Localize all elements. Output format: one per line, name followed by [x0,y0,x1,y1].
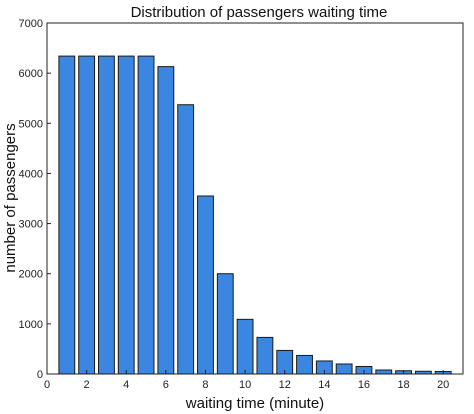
y-tick-label: 2000 [19,269,43,281]
bar-8 [197,195,214,375]
chart-title: Distribution of passengers waiting time [131,4,388,21]
bar-9 [216,273,234,375]
y-tick-label: 7000 [19,18,43,30]
bar-7 [177,104,195,375]
y-axis-ticks: 0 1000 2000 3000 4000 5000 6000 7000 [19,18,51,381]
x-tick-label: 14 [318,379,330,391]
x-tick-label: 6 [163,379,169,391]
x-tick-label: 20 [437,379,449,391]
plot-area [46,22,464,375]
x-tick-label: 18 [397,379,409,391]
bar-17 [375,369,393,375]
bar-3 [98,55,115,375]
y-tick-label: 3000 [19,219,43,231]
y-tick-label: 0 [37,369,43,381]
x-tick-label: 2 [84,379,90,391]
x-tick-label: 16 [358,379,370,391]
bar-10 [236,318,254,375]
x-axis-label: waiting time (minute) [185,395,324,412]
bar-19 [414,370,432,375]
bar-13 [296,354,313,375]
x-axis-ticks: 0 2 4 6 8 10 12 14 16 18 20 [44,370,449,391]
bar-2 [78,55,96,375]
bar-4 [117,55,135,375]
bars-group [58,55,452,375]
y-tick-label: 5000 [19,118,43,130]
x-tick-label: 8 [202,379,208,391]
bar-11 [256,336,274,375]
y-tick-label: 1000 [19,319,43,331]
bar-15 [335,363,353,375]
bar-6 [157,66,175,375]
bar-5 [137,55,155,375]
x-tick-label: 4 [123,379,129,391]
y-tick-label: 4000 [19,168,43,180]
x-tick-label: 0 [44,379,50,391]
x-tick-label: 12 [279,379,291,391]
y-tick-label: 6000 [19,68,43,80]
y-axis-label: number of passengers [2,123,19,272]
x-tick-label: 10 [239,379,251,391]
bar-1 [58,55,76,375]
